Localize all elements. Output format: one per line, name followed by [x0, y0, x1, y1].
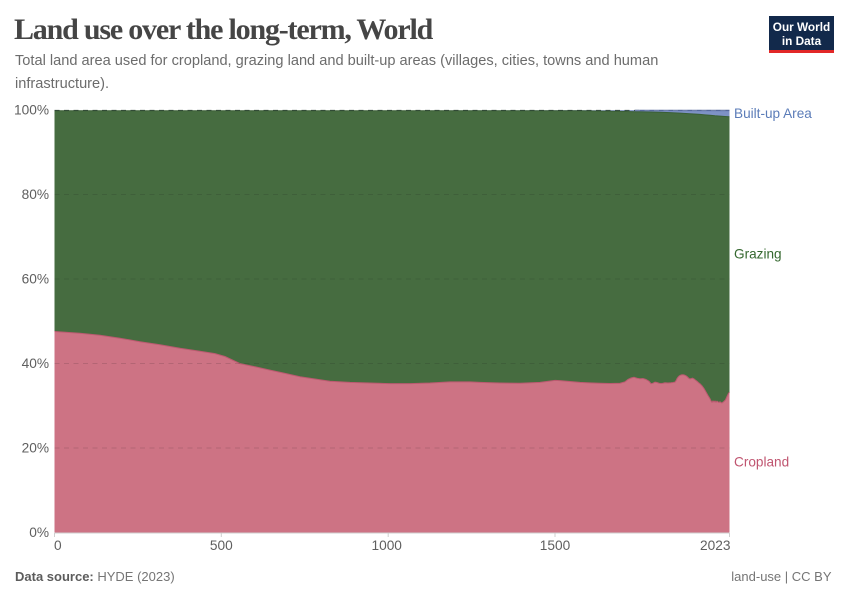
svg-text:0: 0 — [54, 538, 62, 553]
svg-text:Built-up Area: Built-up Area — [734, 106, 812, 121]
svg-text:2023: 2023 — [700, 538, 731, 553]
svg-text:80%: 80% — [22, 187, 49, 202]
svg-text:40%: 40% — [22, 356, 49, 371]
svg-text:20%: 20% — [22, 440, 49, 455]
svg-text:100%: 100% — [14, 102, 49, 117]
svg-text:1500: 1500 — [540, 538, 571, 553]
svg-text:Grazing: Grazing — [734, 247, 782, 262]
svg-text:500: 500 — [210, 538, 233, 553]
svg-text:1000: 1000 — [371, 538, 402, 553]
svg-text:0%: 0% — [29, 525, 49, 540]
svg-text:60%: 60% — [22, 271, 49, 286]
svg-text:Cropland: Cropland — [734, 455, 789, 470]
